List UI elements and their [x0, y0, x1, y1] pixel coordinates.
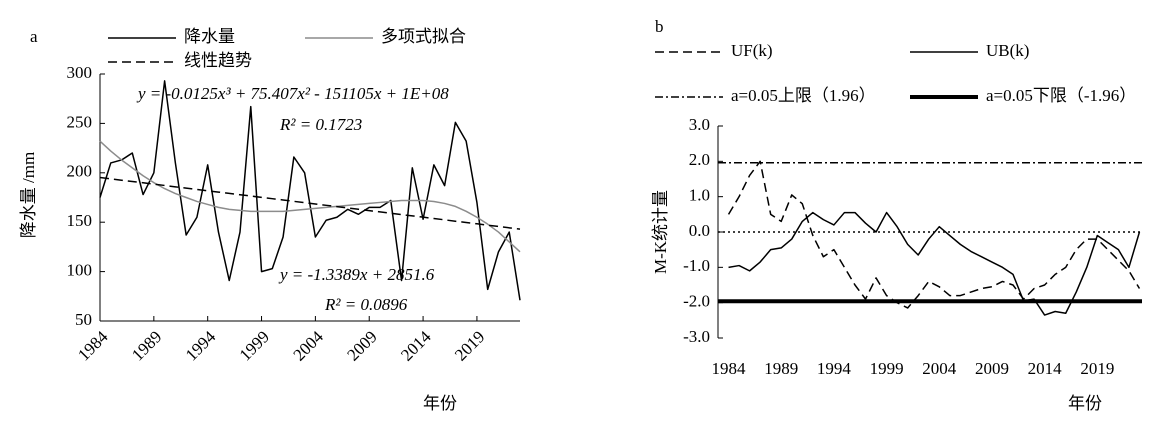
legend-label: a=0.05上限（1.96） [731, 86, 876, 105]
x-tick-label: 1984 [74, 327, 112, 365]
annotation: R² = 0.0896 [324, 295, 408, 314]
legend-label: a=0.05下限（-1.96） [986, 86, 1136, 105]
x-tick-label: 1984 [712, 359, 747, 378]
series-line [99, 140, 521, 253]
y-tick-label: 3.0 [689, 115, 710, 134]
x-tick-label: 2019 [1080, 359, 1114, 378]
legend-label: 降水量 [184, 27, 235, 46]
legend-label: UB(k) [986, 41, 1029, 60]
y-axis-label: M-K统计量 [651, 190, 670, 274]
annotation: R² = 0.1723 [279, 115, 362, 134]
y-tick-label: 200 [67, 162, 93, 181]
series-line [727, 160, 1141, 309]
panel-label: b [655, 17, 664, 36]
legend-label: 线性趋势 [184, 51, 252, 70]
x-tick-label: 1994 [182, 327, 220, 365]
y-tick-label: -1.0 [683, 256, 710, 275]
y-axis-label: 降水量 /mm [19, 152, 38, 238]
legend-label: UF(k) [731, 41, 773, 60]
x-axis-label: 年份 [423, 394, 457, 413]
y-tick-label: 300 [67, 63, 93, 82]
x-tick-label: 1994 [817, 359, 852, 378]
y-tick-label: -3.0 [683, 327, 710, 346]
y-tick-label: 50 [75, 310, 92, 329]
series-line [99, 80, 521, 301]
x-tick-label: 2014 [397, 327, 435, 365]
x-tick-label: 2009 [975, 359, 1009, 378]
y-tick-label: -2.0 [683, 292, 710, 311]
x-tick-label: 1999 [236, 327, 273, 364]
y-tick-label: 2.0 [689, 150, 710, 169]
x-tick-label: 2014 [1028, 359, 1063, 378]
x-axis-label: 年份 [1068, 394, 1102, 413]
panel-label: a [30, 27, 38, 46]
legend-label: 多项式拟合 [381, 27, 466, 46]
x-tick-label: 1999 [870, 359, 904, 378]
x-tick-label: 2009 [343, 327, 380, 364]
series-line [99, 176, 521, 230]
x-tick-label: 2004 [922, 359, 957, 378]
x-tick-label: 2004 [289, 327, 327, 365]
series-line [728, 211, 1141, 316]
y-tick-label: 250 [67, 112, 93, 131]
annotation: y = -1.3389x + 2851.6 [278, 265, 435, 284]
y-tick-label: 100 [67, 261, 93, 280]
x-tick-label: 1989 [128, 327, 165, 364]
x-tick-label: 2019 [451, 327, 488, 364]
y-tick-label: 150 [67, 211, 93, 230]
x-tick-label: 1989 [764, 359, 798, 378]
annotation: y = -0.0125x³ + 75.407x² - 151105x + 1E+… [136, 84, 449, 103]
y-tick-label: 0.0 [689, 221, 710, 240]
y-tick-label: 1.0 [689, 186, 710, 205]
